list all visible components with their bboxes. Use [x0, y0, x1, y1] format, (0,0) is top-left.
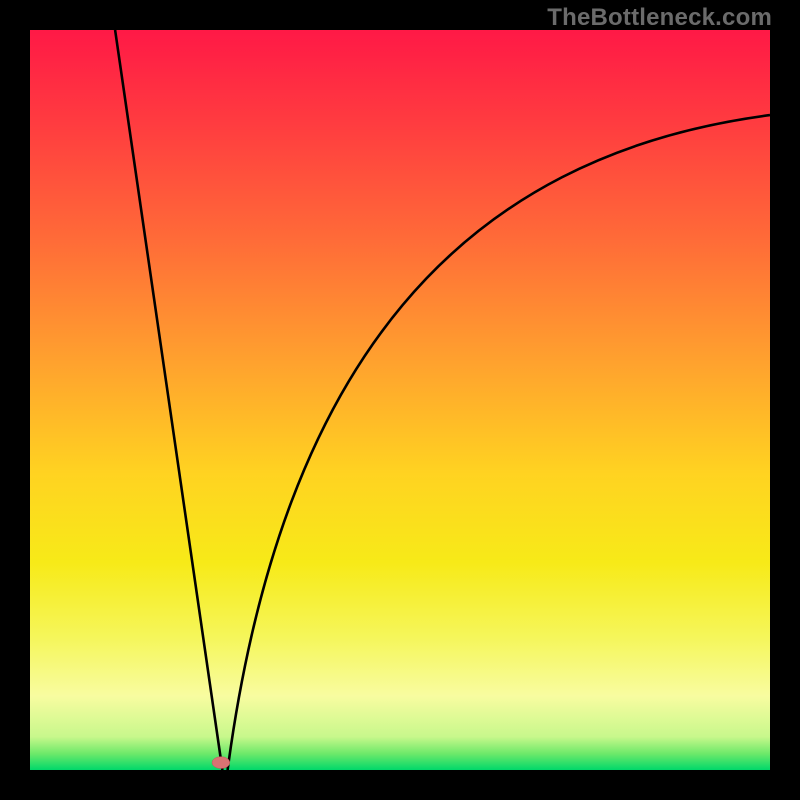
chart-frame: TheBottleneck.com: [0, 0, 800, 800]
gradient-background: [30, 30, 770, 770]
optimal-point-marker: [212, 757, 230, 769]
watermark-label: TheBottleneck.com: [547, 4, 772, 32]
bottleneck-plot: [30, 30, 770, 770]
plot-area: [30, 30, 770, 770]
